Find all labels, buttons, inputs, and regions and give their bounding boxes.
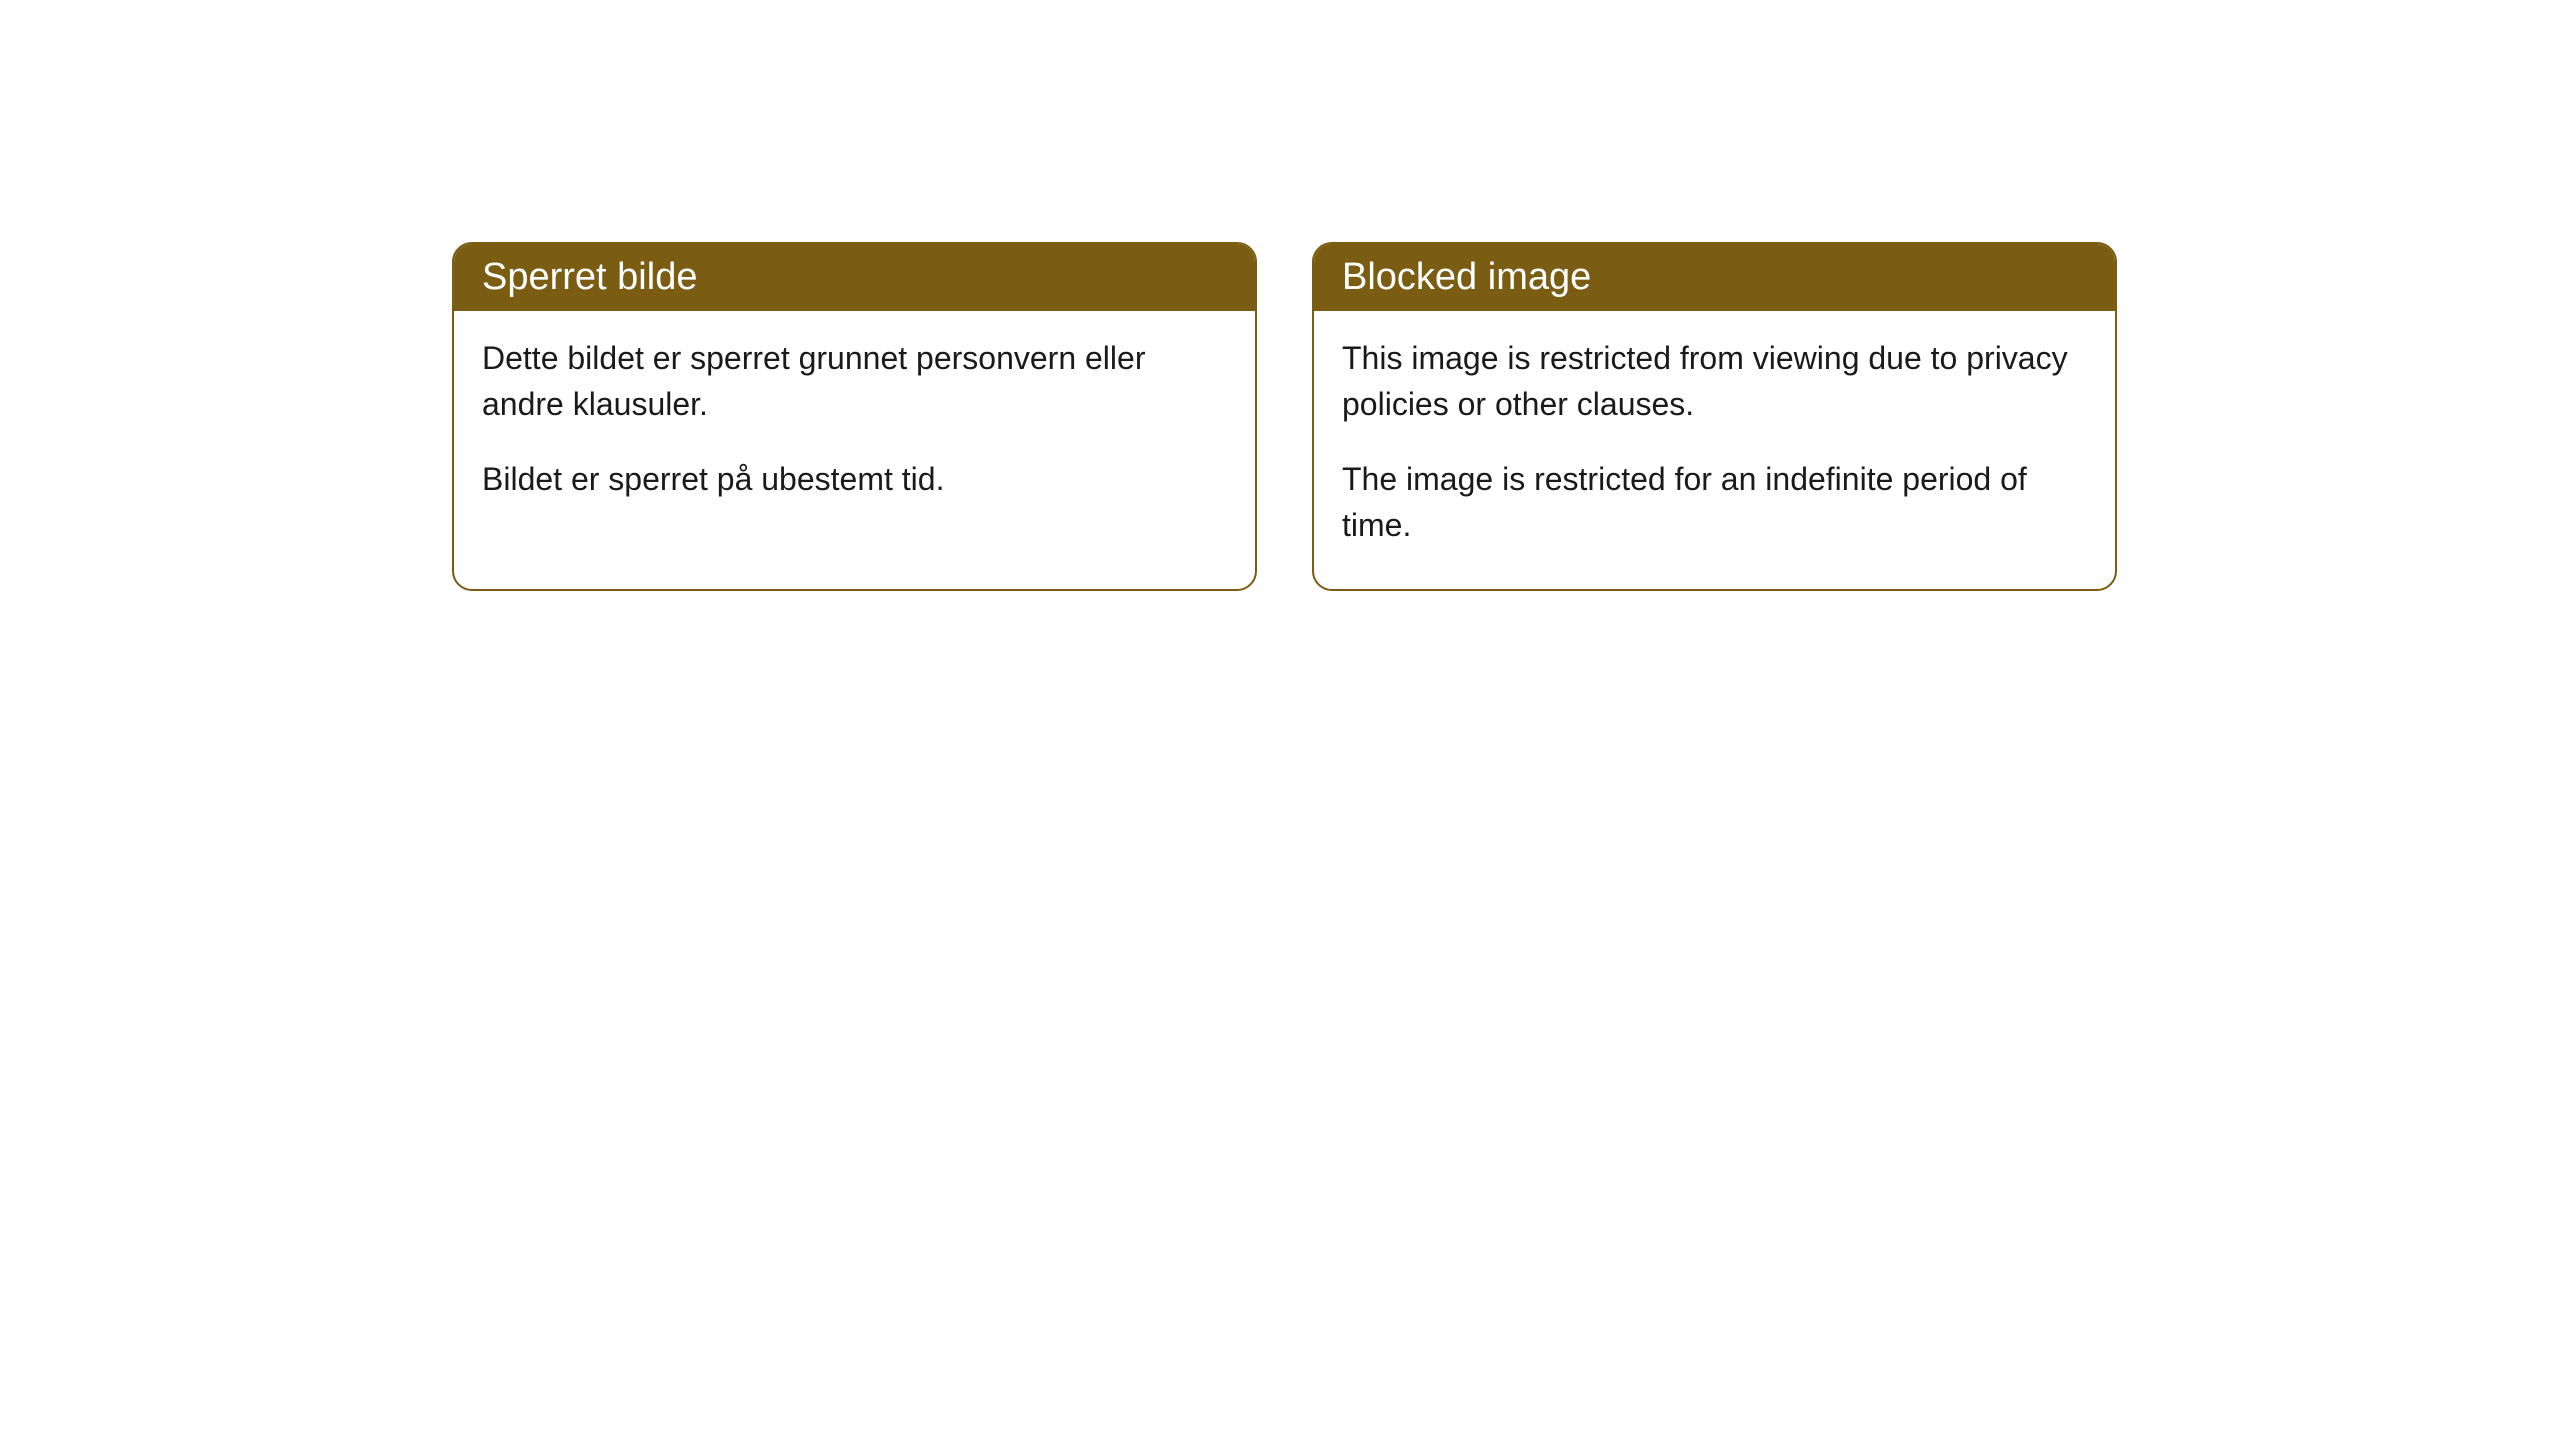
card-text-paragraph: The image is restricted for an indefinit… [1342, 456, 2087, 549]
card-text-paragraph: Bildet er sperret på ubestemt tid. [482, 456, 1227, 502]
card-title: Sperret bilde [482, 256, 697, 298]
card-text-paragraph: This image is restricted from viewing du… [1342, 335, 2087, 428]
notice-card-norwegian: Sperret bilde Dette bildet er sperret gr… [452, 242, 1257, 591]
card-body-norwegian: Dette bildet er sperret grunnet personve… [454, 311, 1255, 542]
card-body-english: This image is restricted from viewing du… [1314, 311, 2115, 589]
card-header-english: Blocked image [1314, 244, 2115, 311]
notice-card-english: Blocked image This image is restricted f… [1312, 242, 2117, 591]
notice-container: Sperret bilde Dette bildet er sperret gr… [452, 242, 2117, 591]
card-text-paragraph: Dette bildet er sperret grunnet personve… [482, 335, 1227, 428]
card-title: Blocked image [1342, 256, 1591, 298]
card-header-norwegian: Sperret bilde [454, 244, 1255, 311]
